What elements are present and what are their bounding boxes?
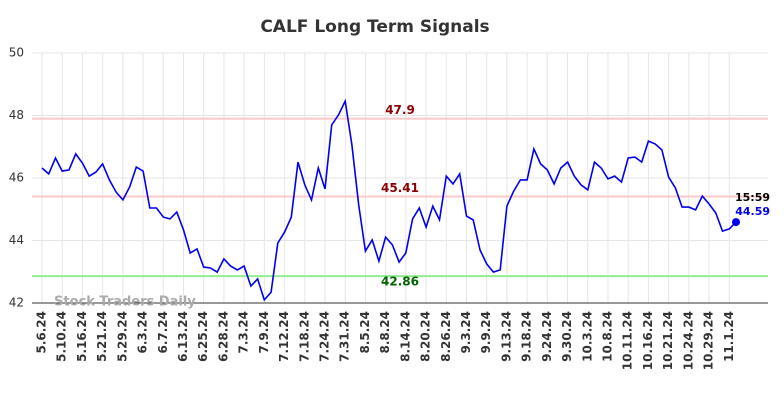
y-tick-label: 48: [9, 108, 24, 122]
x-tick-label: 9.3.24: [459, 311, 473, 354]
x-tick-label: 9.30.24: [560, 311, 574, 362]
x-tick-label: 9.9.24: [479, 311, 493, 354]
chart-title: CALF Long Term Signals: [260, 17, 489, 37]
x-tick-label: 10.11.24: [621, 311, 635, 370]
x-tick-label: 9.24.24: [540, 311, 554, 362]
last-value: 44.59: [735, 205, 770, 218]
x-tick-label: 9.13.24: [499, 311, 513, 362]
x-tick-label: 7.24.24: [317, 311, 331, 362]
y-tick-label: 42: [9, 296, 24, 310]
x-tick-label: 11.1.24: [722, 311, 736, 362]
x-tick-label: 7.18.24: [297, 311, 311, 362]
x-tick-label: 10.24.24: [681, 311, 695, 370]
last-point: [732, 218, 740, 227]
y-tick-label: 46: [9, 171, 24, 185]
x-tick-label: 7.31.24: [338, 311, 352, 362]
signal-label: 45.41: [381, 181, 419, 195]
last-time: 15:59: [735, 191, 770, 204]
watermark: Stock Traders Daily: [54, 295, 196, 310]
x-tick-label: 6.3.24: [136, 311, 150, 354]
price-line: [41, 98, 737, 302]
x-tick-label: 7.9.24: [257, 311, 271, 354]
x-tick-label: 9.18.24: [520, 311, 534, 362]
x-tick-label: 6.28.24: [216, 311, 230, 362]
x-tick-label: 10.16.24: [641, 311, 655, 370]
x-tick-label: 5.21.24: [95, 311, 109, 362]
signal-label: 42.86: [381, 275, 419, 289]
x-tick-label: 8.26.24: [439, 311, 453, 362]
signal-label: 47.9: [385, 103, 415, 117]
x-tick-label: 8.8.24: [378, 311, 392, 354]
x-tick-label: 5.6.24: [35, 311, 49, 354]
x-tick-label: 10.29.24: [702, 311, 716, 370]
x-tick-label: 10.8.24: [600, 311, 614, 362]
x-tick-label: 5.16.24: [75, 311, 89, 362]
x-tick-label: 7.12.24: [277, 311, 291, 362]
x-tick-label: 8.5.24: [358, 311, 372, 354]
y-tick-label: 50: [9, 46, 24, 60]
x-tick-label: 7.3.24: [237, 311, 251, 354]
x-tick-label: 6.7.24: [156, 311, 170, 354]
x-tick-label: 10.21.24: [661, 311, 675, 370]
x-tick-label: 6.25.24: [196, 311, 210, 362]
x-tick-label: 5.10.24: [55, 311, 69, 362]
y-tick-label: 44: [9, 233, 24, 247]
x-tick-label: 10.3.24: [580, 311, 594, 362]
x-tick-label: 6.13.24: [176, 311, 190, 362]
x-tick-label: 8.14.24: [398, 311, 412, 362]
x-tick-label: 8.20.24: [419, 311, 433, 362]
x-tick-label: 5.29.24: [115, 311, 129, 362]
